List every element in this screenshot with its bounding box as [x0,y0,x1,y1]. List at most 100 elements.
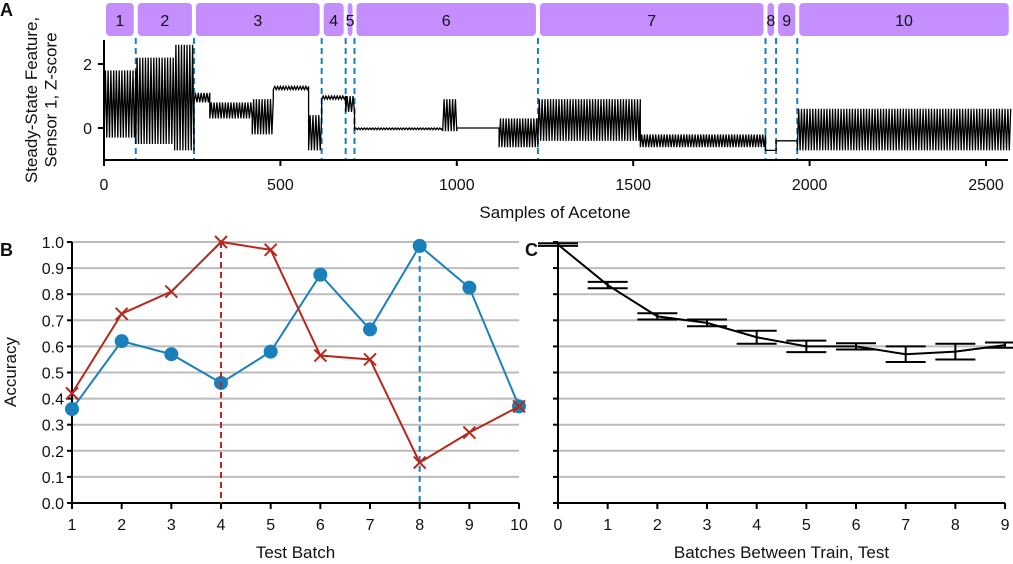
data-point-circle [114,334,129,349]
data-point-x [412,455,427,470]
data-point-circle [164,347,179,362]
x-tick-label: 10 [510,517,528,534]
panel-label: C [525,240,538,260]
x-tick-label: 3 [703,517,712,534]
y-tick-label: 0.8 [42,287,64,304]
y-tick-label: 0.9 [42,261,64,278]
data-point-circle [263,344,278,359]
x-tick-label: 8 [951,517,960,534]
x-tick-label: 2 [653,517,662,534]
error-bar [587,280,628,290]
x-tick-label: 2000 [792,177,828,194]
data-point-circle [313,267,328,282]
error-bar [885,345,926,364]
data-point-x [263,243,278,257]
batch-bar-1 [106,3,134,36]
batch-label: 1 [115,13,124,30]
x-tick-label: 3 [167,517,176,534]
x-tick-label: 4 [752,517,761,534]
batch-bar-10 [799,3,1009,36]
error-bar [985,341,1013,349]
series-line-x [71,240,520,464]
mean-line [557,243,1006,356]
batch-label: 8 [766,13,775,30]
batch-bar-2 [137,3,192,36]
batch-label: 7 [647,13,656,30]
y-tick-label: 1.0 [42,235,64,252]
batch-label: 5 [346,13,355,30]
x-tick-label: 500 [267,177,294,194]
y-tick-label: 0.5 [42,366,64,383]
x-tick-label: 9 [465,517,474,534]
batch-label: 10 [895,13,913,30]
batch-label: 2 [160,13,169,30]
panel-label: A [0,0,13,20]
x-tick-label: 6 [316,517,325,534]
y-tick-label: 2 [83,57,92,74]
acetone-series [103,44,1012,152]
x-tick-label: 5 [266,517,275,534]
y-tick-label: 0.0 [42,496,64,513]
data-point-x [214,235,228,249]
data-point-x [363,352,377,367]
x-tick-label: 2500 [968,177,1004,194]
batch-bar-8 [767,3,775,36]
y-tick-label: 0.4 [42,392,64,409]
batch-bar-9 [778,3,796,36]
y-tick-label: 0.7 [42,313,64,330]
y-tick-label: 0.1 [42,470,64,487]
batch-label: 4 [329,13,338,30]
data-point-circle [412,238,427,253]
data-point-x [114,307,129,321]
y-tick-label: 0.2 [42,444,64,461]
x-tick-label: 2 [117,517,126,534]
panel-label: B [0,240,13,260]
y-tick-label: 0.3 [42,418,64,435]
batch-bar-5 [347,3,353,36]
batch-bar-4 [323,3,344,36]
x-axis-label: Batches Between Train, Test [674,543,889,562]
x-tick-label: 4 [217,517,226,534]
error-bar [538,242,578,247]
x-tick-label: 0 [554,517,563,534]
error-bar [786,339,827,354]
y-tick-label: 0.6 [42,339,64,356]
x-axis-label-a: Samples of Acetone [479,203,630,222]
error-bar [736,329,777,345]
x-tick-label: 1500 [615,177,651,194]
batch-label: 6 [442,13,451,30]
x-tick-label: 9 [1001,517,1010,534]
batch-label: 9 [782,13,791,30]
data-point-x [313,348,328,363]
error-bar [637,312,678,321]
y-axis-label-a: Steady-State Feature,Sensor 1, Z-score [22,17,61,183]
data-point-x [512,399,526,414]
series-line-circle [71,244,520,410]
data-point-circle [363,322,378,337]
x-tick-label: 1000 [439,177,475,194]
x-tick-label: 7 [901,517,910,534]
x-tick-label: 5 [802,517,811,534]
batch-bar-7 [539,3,764,36]
x-tick-label: 8 [415,517,424,534]
batch-bar-6 [356,3,536,36]
x-tick-label: 6 [852,517,861,534]
data-point-circle [462,280,477,295]
error-bar [836,342,877,351]
error-bar [935,342,976,361]
x-tick-label: 1 [603,517,612,534]
y-axis-label-b: Accuracy [1,337,20,407]
data-point-x [65,386,79,401]
error-bar [687,318,728,328]
x-tick-label: 0 [100,177,109,194]
data-point-x [462,425,477,440]
x-tick-label: 1 [68,517,77,534]
x-axis-label: Test Batch [256,543,335,562]
y-tick-label: 0 [83,121,92,138]
data-point-circle [65,402,79,417]
batch-label: 3 [253,13,262,30]
batch-bar-3 [195,3,320,36]
data-point-x [164,284,179,299]
x-tick-label: 7 [366,517,375,534]
